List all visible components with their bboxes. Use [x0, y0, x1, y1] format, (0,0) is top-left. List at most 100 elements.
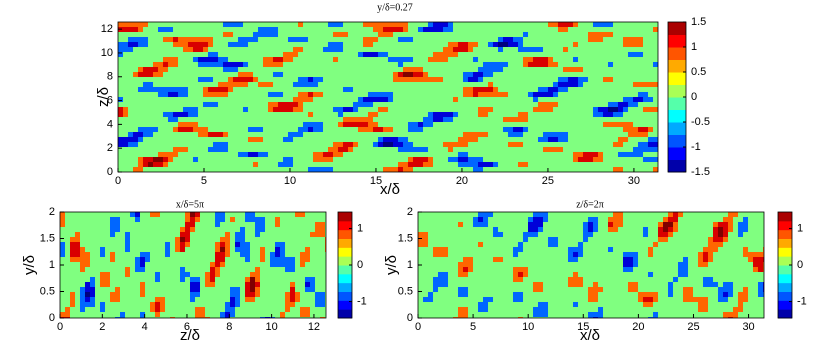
field-cell: [180, 232, 185, 237]
field-cell: [195, 282, 200, 287]
field-cell: [183, 112, 188, 117]
field-cell: [508, 142, 513, 147]
field-cell: [278, 57, 283, 62]
field-cell: [118, 22, 123, 27]
field-cell: [738, 292, 743, 297]
field-cell: [468, 162, 473, 167]
field-cell: [348, 107, 353, 112]
field-cell: [623, 42, 628, 47]
field-cell: [623, 97, 628, 102]
field-cell: [363, 22, 368, 27]
field-cell: [728, 282, 733, 287]
field-cell: [688, 287, 693, 292]
field-cell: [408, 167, 413, 172]
field-cell: [588, 317, 593, 318]
field-cell: [308, 82, 313, 87]
field-cell: [608, 77, 613, 82]
field-cell: [433, 22, 438, 27]
field-cell: [178, 42, 183, 47]
field-cell: [423, 237, 428, 242]
field-cell: [238, 152, 243, 157]
field-cell: [643, 292, 648, 297]
field-cell: [295, 297, 300, 302]
field-cell: [648, 142, 653, 147]
field-cell: [268, 102, 273, 107]
field-cell: [228, 87, 233, 92]
field-cell: [215, 247, 220, 252]
field-cell: [195, 212, 200, 217]
field-cell: [150, 307, 155, 312]
field-cell: [463, 267, 468, 272]
field-cell: [453, 47, 458, 52]
field-cell: [223, 142, 228, 147]
field-cell: [258, 152, 263, 157]
x-axis-label: x/δ: [580, 327, 600, 344]
field-cell: [308, 112, 313, 117]
field-cell: [433, 252, 438, 257]
field-cell: [618, 137, 623, 142]
y-tick-label: 0.5: [40, 285, 55, 297]
field-cell: [158, 87, 163, 92]
field-cell: [528, 232, 533, 237]
colorbar-segment: [668, 122, 686, 135]
field-cell: [255, 222, 260, 227]
field-cell: [250, 212, 255, 217]
field-cell: [743, 287, 748, 292]
field-cell: [215, 252, 220, 257]
field-cell: [518, 112, 523, 117]
field-cell: [358, 52, 363, 57]
field-cell: [668, 212, 673, 217]
field-cell: [70, 252, 75, 257]
colorbar-segment: [668, 159, 686, 173]
field-cell: [383, 52, 388, 57]
field-cell: [328, 147, 333, 152]
field-cell: [213, 132, 218, 137]
field-cell: [573, 67, 578, 72]
field-cell: [275, 262, 280, 267]
field-cell: [653, 317, 658, 318]
field-cell: [193, 112, 198, 117]
field-cell: [448, 117, 453, 122]
field-cell: [183, 107, 188, 112]
field-cell: [155, 307, 160, 312]
field-cell: [110, 232, 115, 237]
field-cell: [538, 212, 543, 217]
field-cell: [225, 252, 230, 257]
field-cell: [598, 312, 603, 317]
field-cell: [318, 152, 323, 157]
field-cell: [358, 97, 363, 102]
field-cell: [123, 107, 128, 112]
field-cell: [468, 47, 473, 52]
colorbar-segment: [778, 291, 792, 301]
field-cell: [738, 232, 743, 237]
field-cell: [583, 227, 588, 232]
field-cell: [260, 247, 265, 252]
field-cell: [368, 112, 373, 117]
field-cell: [758, 282, 763, 287]
field-cell: [378, 127, 383, 132]
field-cell: [223, 62, 228, 67]
field-cell: [228, 42, 233, 47]
field-cell: [90, 287, 95, 292]
field-cell: [388, 137, 393, 142]
field-cell: [125, 242, 130, 247]
field-cell: [628, 252, 633, 257]
field-cell: [275, 222, 280, 227]
field-cell: [223, 32, 228, 37]
field-cell: [293, 37, 298, 42]
field-cell: [418, 232, 423, 237]
field-cell: [493, 162, 498, 167]
field-cell: [448, 22, 453, 27]
field-cell: [648, 297, 653, 302]
field-cell: [100, 247, 105, 252]
field-cell: [133, 42, 138, 47]
field-cell: [683, 257, 688, 262]
field-cell: [140, 317, 145, 318]
field-cell: [538, 282, 543, 287]
field-cell: [85, 257, 90, 262]
field-cell: [758, 267, 763, 272]
field-cell: [313, 82, 318, 87]
field-cell: [148, 82, 153, 87]
field-cell: [245, 277, 250, 282]
field-cell: [255, 232, 260, 237]
